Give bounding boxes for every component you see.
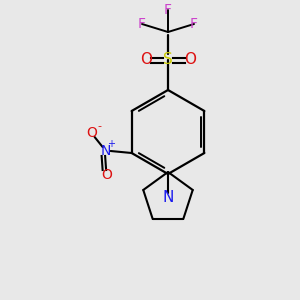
Text: O: O [101, 168, 112, 182]
Text: -: - [98, 121, 102, 131]
Text: O: O [86, 126, 97, 140]
Text: O: O [140, 52, 152, 68]
Text: F: F [164, 3, 172, 17]
Text: N: N [162, 190, 174, 206]
Text: N: N [100, 144, 111, 158]
Text: +: + [106, 139, 115, 149]
Text: S: S [163, 52, 173, 68]
Text: F: F [190, 17, 198, 31]
Text: O: O [184, 52, 196, 68]
Text: F: F [138, 17, 146, 31]
